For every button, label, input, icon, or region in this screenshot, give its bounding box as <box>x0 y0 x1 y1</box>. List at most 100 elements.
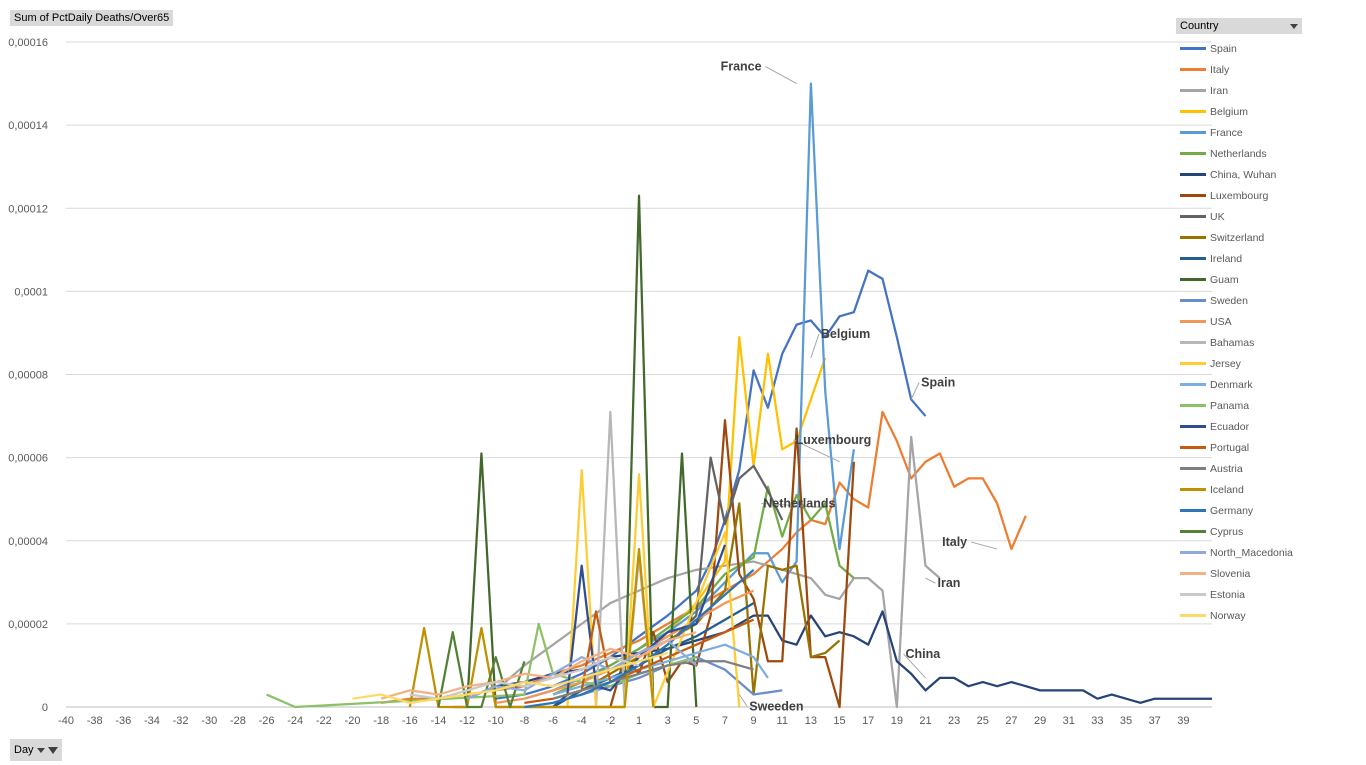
legend-swatch <box>1180 110 1206 113</box>
legend: Spain Italy Iran Belgium France Netherlands Ch… <box>1180 38 1293 626</box>
legend-label: Slovenia <box>1210 567 1251 580</box>
filter-icon <box>47 746 58 754</box>
annotation-leader <box>765 66 797 85</box>
x-tick-label: -40 <box>58 715 74 727</box>
legend-item: Portugal <box>1180 437 1293 458</box>
legend-label: Portugal <box>1210 441 1250 454</box>
legend-item: Spain <box>1180 38 1293 59</box>
legend-item: Slovenia <box>1180 563 1293 584</box>
legend-swatch <box>1180 152 1206 155</box>
x-tick-label: 31 <box>1063 715 1075 727</box>
legend-label: Ireland <box>1210 252 1243 265</box>
legend-item: Luxembourg <box>1180 185 1293 206</box>
legend-item: North_Macedonia <box>1180 542 1293 563</box>
series-line-norway <box>352 651 668 704</box>
measure-field-label: Sum of PctDaily Deaths/Over65 <box>14 12 170 24</box>
annotation-leader <box>925 577 936 584</box>
x-tick-label: -26 <box>259 715 275 727</box>
x-tick-label: 25 <box>977 715 989 727</box>
legend-swatch <box>1180 278 1206 281</box>
legend-item: Estonia <box>1180 584 1293 605</box>
legend-label: Panama <box>1210 399 1250 412</box>
y-tick-label: 0,00004 <box>8 536 48 548</box>
y-tick-label: 0,00016 <box>8 37 48 49</box>
gridlines <box>66 41 1212 708</box>
x-tick-label: -34 <box>144 715 160 727</box>
day-field-label: Day <box>14 744 34 756</box>
legend-label: Sweden <box>1210 294 1248 307</box>
legend-label: Denmark <box>1210 378 1253 391</box>
legend-item: Germany <box>1180 500 1293 521</box>
x-tick-label: 23 <box>948 715 960 727</box>
annotation-label: France <box>721 60 762 74</box>
legend-label: Bahamas <box>1210 336 1255 349</box>
legend-swatch <box>1180 89 1206 92</box>
series-line-cyprus <box>437 631 526 709</box>
x-tick-label: -24 <box>287 715 303 727</box>
legend-label: Belgium <box>1210 105 1248 118</box>
legend-item: Denmark <box>1180 374 1293 395</box>
legend-item: Norway <box>1180 605 1293 626</box>
day-field-button[interactable]: Day <box>10 739 62 761</box>
legend-item: France <box>1180 122 1293 143</box>
legend-swatch <box>1180 572 1206 575</box>
legend-item: UK <box>1180 206 1293 227</box>
annotation-leader <box>903 653 926 679</box>
legend-item: Cyprus <box>1180 521 1293 542</box>
legend-label: Jersey <box>1210 357 1241 370</box>
legend-item: Italy <box>1180 59 1293 80</box>
x-tick-label: -18 <box>373 715 389 727</box>
legend-swatch <box>1180 194 1206 197</box>
annotation-label: Sweeden <box>749 700 803 714</box>
legend-label: Netherlands <box>1210 147 1267 160</box>
legend-swatch <box>1180 131 1206 134</box>
annotation-label: Luxembourg <box>796 433 872 447</box>
annotation-label: Netherlands <box>763 497 835 511</box>
x-tick-label: 35 <box>1120 715 1132 727</box>
annotation-leader <box>970 541 998 550</box>
x-tick-label: -36 <box>115 715 131 727</box>
y-tick-label: 0,00002 <box>8 619 48 631</box>
legend-label: Italy <box>1210 63 1230 76</box>
x-tick-label: 1 <box>636 715 642 727</box>
y-tick-label: 0,00014 <box>8 120 48 132</box>
legend-swatch <box>1180 446 1206 449</box>
country-filter-dropdown[interactable]: Country <box>1176 18 1302 34</box>
annotation-leader <box>761 503 826 508</box>
legend-swatch <box>1180 467 1206 470</box>
x-tick-label: 7 <box>722 715 728 727</box>
legend-swatch <box>1180 404 1206 407</box>
legend-swatch <box>1180 236 1206 239</box>
legend-swatch <box>1180 320 1206 323</box>
x-tick-label: -28 <box>230 715 246 727</box>
measure-field-button[interactable]: Sum of PctDaily Deaths/Over65 <box>10 10 174 26</box>
legend-item: Panama <box>1180 395 1293 416</box>
annotation-label: China <box>906 647 942 661</box>
annotation-label: Spain <box>921 375 955 389</box>
y-tick-label: 0,00006 <box>8 453 48 465</box>
annotation-label: Belgium <box>821 327 870 341</box>
annotation-leader <box>910 382 920 400</box>
x-tick-label: -20 <box>345 715 361 727</box>
legend-label: Austria <box>1210 462 1243 475</box>
legend-label: China, Wuhan <box>1210 168 1277 181</box>
x-tick-label: -38 <box>87 715 103 727</box>
x-tick-label: 21 <box>919 715 931 727</box>
legend-swatch <box>1180 509 1206 512</box>
y-axis-tick-labels: 0 0,00002 0,00004 0,00006 0,00008 0,0001 0,000… <box>8 37 48 714</box>
x-tick-label: 5 <box>693 715 699 727</box>
legend-label: UK <box>1210 210 1225 223</box>
series-line-estonia <box>409 656 640 700</box>
legend-label: Iceland <box>1210 483 1244 496</box>
legend-label: Estonia <box>1210 588 1246 601</box>
country-filter-label: Country <box>1180 20 1219 32</box>
legend-item: Bahamas <box>1180 332 1293 353</box>
legend-item: Belgium <box>1180 101 1293 122</box>
series-line-iceland <box>408 547 655 709</box>
legend-item: Ireland <box>1180 248 1293 269</box>
series-lines <box>266 82 1212 709</box>
chevron-down-icon <box>36 747 45 753</box>
x-tick-label: 13 <box>805 715 817 727</box>
y-tick-label: 0,00012 <box>8 203 48 215</box>
